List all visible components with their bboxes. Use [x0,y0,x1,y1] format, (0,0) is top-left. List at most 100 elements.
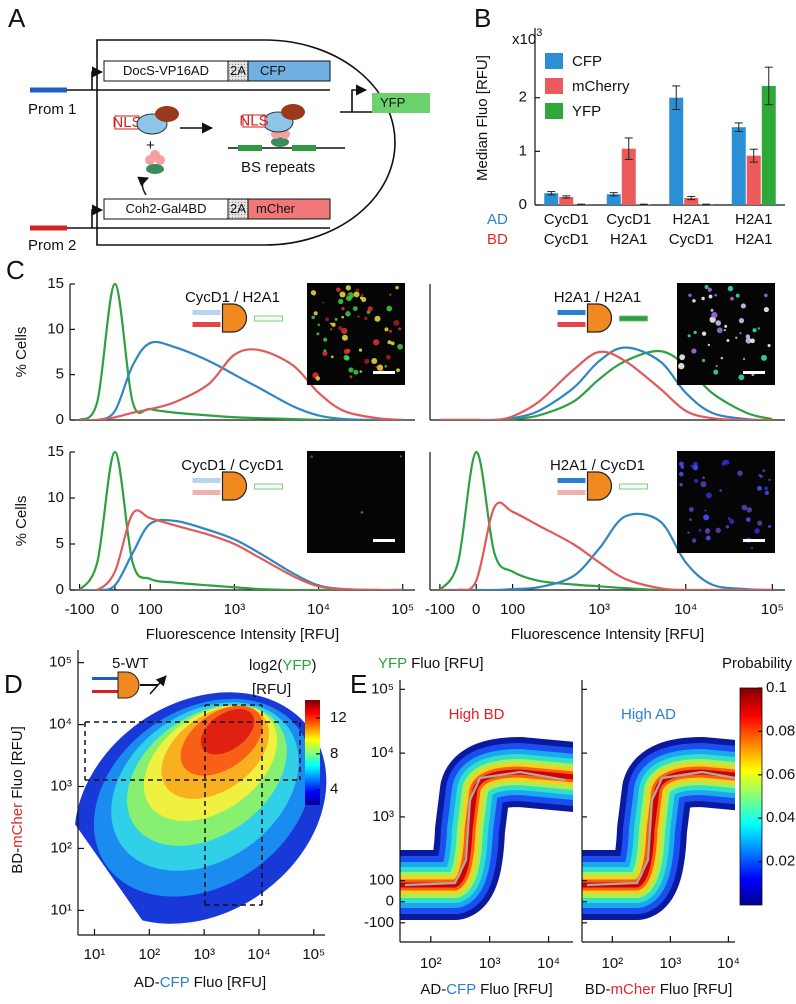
density-map [582,737,735,920]
x-tick-label: 10² [138,946,160,963]
trend-line [404,770,566,887]
y-axis-label: YFP Fluo [RFU] [378,655,484,672]
cell [341,334,348,341]
cell [322,301,325,304]
cell [384,327,389,332]
x-axis-label: Fluorescence Intensity [RFU] [146,626,339,643]
label-part: Fluo [RFU] [189,974,266,991]
tss-arrow [91,204,104,228]
y-tick-label: 10 [47,320,64,337]
cell [329,328,333,331]
cell [387,340,392,345]
line-series [438,450,773,590]
cell [742,357,746,361]
y-tick-label: -100 [364,914,394,931]
cell [745,517,751,522]
cell [746,507,752,513]
y-tick-label: 10² [50,839,72,856]
cell [679,461,684,467]
error-bar [562,195,571,199]
label-part: YFP [378,655,407,672]
x-tick-label: 10³ [660,955,682,972]
cell [336,287,341,293]
contour [400,769,573,888]
label-part: BD- [9,848,26,874]
cell [714,293,717,297]
linker-label: 2A [230,63,246,78]
error-bar [702,203,711,206]
cell [310,290,317,296]
reporter-box [247,60,331,82]
bar [606,194,621,205]
cell [398,327,402,331]
label-part: Fluo [RFU] [9,726,26,803]
reporter-label: CFP [260,63,286,78]
cell [729,518,735,524]
output-label: YFP [380,95,405,110]
cell [316,332,320,336]
gate [117,671,140,699]
cell [374,315,381,322]
gate [221,471,248,501]
cell [704,285,709,289]
cell [767,343,771,348]
nls-label: NLS [239,112,268,129]
error-bar [764,66,773,106]
cell [704,528,711,534]
cell [703,514,710,521]
legend-label: 5-WT [112,655,149,672]
error-bar [577,203,586,206]
y-tick-label: 10⁴ [371,744,394,761]
cell [723,329,726,332]
y-tick-label: 0 [386,893,394,910]
x-tick-label: H2A1 [672,211,710,228]
gate-output [254,483,283,490]
cell [704,509,707,512]
cell [727,285,734,292]
cell [339,291,346,298]
cell [693,478,699,483]
cell [396,368,400,373]
bar [621,148,636,205]
contour [200,709,255,755]
label-part: BD- [585,981,611,998]
cell [386,305,393,312]
cell [397,343,403,350]
x-tick-label: 10⁵ [391,601,414,618]
cell [750,338,755,344]
cell-outline [96,39,396,246]
label-part: Fluo [RFU] [407,655,484,672]
output-box [372,93,430,113]
y-tick-label: 5 [56,535,64,552]
cell [702,476,705,480]
cell [359,370,363,373]
protein [146,164,164,174]
cell [341,315,345,319]
x-tick-label: 10¹ [84,946,106,963]
y-tick-label: 10⁴ [49,716,72,733]
y-tick-label: 0 [56,581,64,598]
gate-input [557,322,586,327]
cell [735,336,738,339]
cell [758,474,761,477]
cell [752,328,757,333]
bar [684,198,699,205]
colorbar-tick-label: 4 [330,781,338,798]
cell [764,293,768,298]
cell [330,322,333,325]
cell [716,327,723,334]
cell [715,320,722,326]
label-part: ) [312,657,317,674]
cell [345,285,351,291]
cell [357,315,360,318]
promoter-label: Prom 2 [28,237,76,254]
y-tick-label: 10³ [372,808,394,825]
legend-swatch [545,103,563,119]
bar [559,196,574,205]
gate-output [254,315,283,322]
cell [727,517,731,520]
x-tick-label: H2A1 [735,231,773,248]
cell [762,469,766,473]
error-bar [672,85,681,111]
